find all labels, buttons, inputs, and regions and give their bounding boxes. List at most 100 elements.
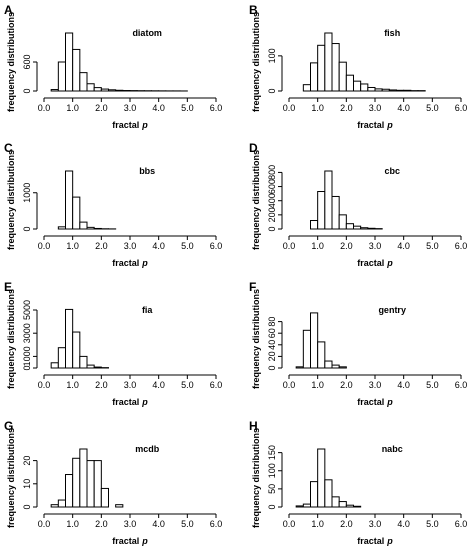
x-tick-label: 2.0 xyxy=(95,519,108,529)
histogram-bar xyxy=(86,460,95,508)
y-axis-label: frequency distributions xyxy=(6,150,16,250)
x-tick-label: 1.0 xyxy=(311,103,324,113)
histogram-bars xyxy=(50,448,124,508)
histogram-bar xyxy=(86,364,95,369)
x-axis-label-variable: p xyxy=(386,258,393,268)
x-axis-label-text: fractal xyxy=(357,397,384,407)
x-axis-label: fractal p xyxy=(357,258,393,268)
x-axis-label: fractal p xyxy=(112,397,148,407)
x-tick-label: 0.0 xyxy=(38,519,51,529)
histogram-bar xyxy=(57,499,66,508)
histogram-bar xyxy=(57,61,66,92)
histogram-bar xyxy=(72,48,81,92)
y-tick-label: 0 xyxy=(22,504,32,509)
histogram-bar xyxy=(93,87,102,92)
histogram-bar xyxy=(108,89,117,92)
panel-title: nabc xyxy=(382,444,403,454)
y-tick-label: 150 xyxy=(267,445,277,460)
panel-title: fish xyxy=(384,28,400,38)
x-axis-label-text: fractal xyxy=(357,536,384,546)
x-axis-label: fractal p xyxy=(357,536,393,546)
y-axis-label: frequency distributions xyxy=(251,428,261,528)
x-tick-label: 3.0 xyxy=(124,380,137,390)
y-tick-label: 0 xyxy=(267,504,277,509)
panel-title: cbc xyxy=(384,166,400,176)
histogram-bar xyxy=(324,170,333,230)
histogram-bar xyxy=(310,312,319,369)
x-tick-label: 5.0 xyxy=(426,519,439,529)
x-axis-label-variable: p xyxy=(141,536,148,546)
histogram-bar xyxy=(310,62,319,92)
x-axis-label: fractal p xyxy=(112,536,148,546)
histogram-bar xyxy=(57,347,66,369)
histogram-bar xyxy=(79,72,88,92)
histogram-bars xyxy=(50,308,110,369)
panel-letter: F xyxy=(249,280,256,294)
y-tick-label: 40 xyxy=(267,340,277,350)
histogram-bar xyxy=(338,214,347,230)
panel-letter: B xyxy=(249,3,258,17)
panel-title: gentry xyxy=(378,305,406,315)
histogram-bar xyxy=(86,226,95,230)
histogram-bar xyxy=(65,32,74,92)
y-tick-label: 3000 xyxy=(22,323,32,343)
histogram-bar xyxy=(317,448,326,508)
x-tick-label: 2.0 xyxy=(340,241,353,251)
y-tick-label: 0 xyxy=(267,226,277,231)
histogram-bars xyxy=(295,448,362,508)
x-tick-label: 0.0 xyxy=(283,380,296,390)
histogram-bar xyxy=(317,191,326,230)
x-tick-label: 2.0 xyxy=(340,380,353,390)
x-axis-label-text: fractal xyxy=(112,536,139,546)
histogram-bar xyxy=(295,366,304,369)
histogram-bars xyxy=(50,32,188,92)
y-axis-label: frequency distributions xyxy=(6,428,16,528)
histogram-bar xyxy=(57,226,66,230)
histogram-bar xyxy=(302,84,312,92)
histogram-bar xyxy=(72,331,81,369)
x-tick-label: 6.0 xyxy=(210,380,223,390)
x-tick-label: 3.0 xyxy=(369,241,382,251)
panel-title: bbs xyxy=(139,166,155,176)
x-tick-label: 2.0 xyxy=(95,103,108,113)
panel-letter: H xyxy=(249,419,258,433)
x-tick-label: 1.0 xyxy=(66,103,79,113)
histogram-bar xyxy=(302,329,312,369)
x-tick-label: 1.0 xyxy=(66,241,79,251)
x-tick-label: 5.0 xyxy=(426,380,439,390)
histogram-bar xyxy=(86,83,95,92)
x-tick-label: 4.0 xyxy=(152,103,165,113)
histogram-bar xyxy=(65,308,74,369)
x-tick-label: 2.0 xyxy=(340,519,353,529)
y-tick-label: 0 xyxy=(22,226,32,231)
histogram-bar xyxy=(331,43,340,92)
x-tick-label: 1.0 xyxy=(311,380,324,390)
histogram-bar xyxy=(72,196,81,230)
y-tick-label: 600 xyxy=(22,54,32,69)
histogram-bar xyxy=(93,366,102,369)
y-tick-label: 80 xyxy=(267,317,277,327)
x-tick-label: 2.0 xyxy=(95,241,108,251)
x-tick-label: 3.0 xyxy=(369,519,382,529)
histogram-bar xyxy=(50,362,59,369)
x-tick-label: 6.0 xyxy=(455,241,468,251)
histogram-bar xyxy=(317,44,326,92)
y-axis-label: frequency distributions xyxy=(6,289,16,389)
x-tick-label: 5.0 xyxy=(181,519,194,529)
x-tick-label: 2.0 xyxy=(95,380,108,390)
x-axis-label-text: fractal xyxy=(112,258,139,268)
histogram-bar xyxy=(79,448,88,508)
x-tick-label: 1.0 xyxy=(66,380,79,390)
y-tick-label: 400 xyxy=(267,193,277,208)
x-tick-label: 4.0 xyxy=(152,519,165,529)
x-tick-label: 2.0 xyxy=(340,103,353,113)
x-tick-label: 0.0 xyxy=(283,103,296,113)
y-tick-label: 800 xyxy=(267,165,277,180)
histogram-bar xyxy=(353,80,362,92)
x-tick-label: 0.0 xyxy=(283,241,296,251)
histogram-bar xyxy=(331,496,340,508)
histogram-bars xyxy=(302,32,426,92)
x-axis-label-text: fractal xyxy=(357,120,384,130)
